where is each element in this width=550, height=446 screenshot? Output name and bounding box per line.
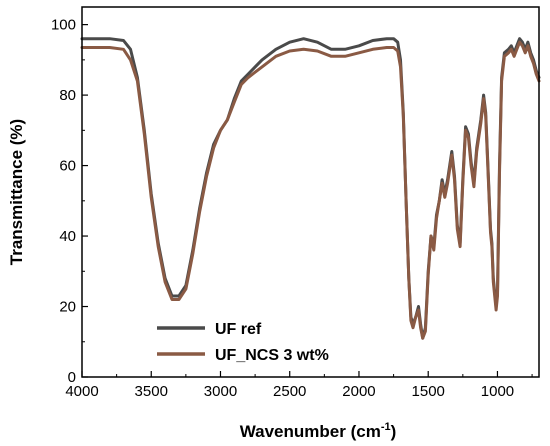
x-tick-label: 3000 (204, 383, 237, 400)
y-tick-label: 0 (68, 369, 76, 386)
y-tick-label: 60 (59, 158, 76, 175)
y-tick-label: 100 (51, 17, 76, 34)
x-tick-label: 1000 (481, 383, 514, 400)
legend-label-1: UF ref (215, 321, 262, 338)
x-tick-label: 2500 (273, 383, 306, 400)
y-tick-label: 40 (59, 228, 76, 245)
plot-frame (81, 6, 540, 378)
series-line-2 (80, 40, 541, 340)
x-tick-label: 1500 (412, 383, 445, 400)
y-axis: 0 20 40 60 80 100 (51, 17, 88, 386)
y-tick-label: 20 (59, 299, 76, 316)
y-axis-title: Transmittance (%) (7, 119, 26, 265)
legend: UF ref UF_NCS 3 wt% (157, 321, 329, 364)
x-tick-label: 3500 (135, 383, 168, 400)
x-tick-label: 4000 (65, 383, 98, 400)
x-axis-title: Wavenumber (cm-1) (240, 421, 397, 441)
x-axis: 4000 3500 3000 2500 2000 1500 1000 (65, 371, 533, 400)
x-tick-label: 2000 (342, 383, 375, 400)
plot-lines (80, 37, 541, 340)
y-tick-label: 80 (59, 87, 76, 104)
legend-label-2: UF_NCS 3 wt% (215, 347, 329, 364)
